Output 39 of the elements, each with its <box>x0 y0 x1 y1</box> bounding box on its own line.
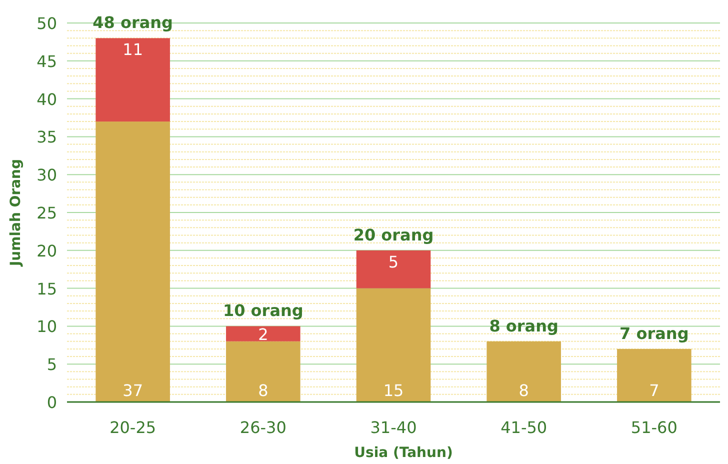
data-label: 7 <box>649 381 660 400</box>
x-tick-label: 31-40 <box>370 418 417 437</box>
bar <box>486 341 561 402</box>
y-tick-label: 10 <box>36 317 57 336</box>
data-label: 15 <box>383 381 404 400</box>
y-tick-label: 0 <box>46 393 57 412</box>
x-axis-title: Usia (Tahun) <box>354 445 453 461</box>
total-label: 8 orang <box>489 316 558 336</box>
y-tick-label: 40 <box>36 90 57 109</box>
bar <box>96 38 170 122</box>
y-tick-label: 45 <box>36 52 57 71</box>
data-label: 37 <box>122 381 143 400</box>
y-tick-label: 5 <box>46 355 57 374</box>
data-label: 11 <box>122 40 143 60</box>
bar <box>356 250 431 288</box>
y-tick-label: 35 <box>36 128 57 147</box>
bar <box>356 288 431 402</box>
total-label: 20 orang <box>353 225 434 244</box>
y-axis-title: Jumlah Orang <box>8 158 24 268</box>
total-label: 10 orang <box>222 301 304 320</box>
data-label: 8 <box>518 381 529 400</box>
data-label: 5 <box>388 252 399 272</box>
data-label: 8 <box>258 381 268 400</box>
x-tick-label: 51-60 <box>630 418 678 437</box>
data-label: 2 <box>258 324 268 344</box>
total-label: 48 orang <box>92 13 173 32</box>
y-tick-label: 15 <box>36 279 57 298</box>
bar <box>96 122 170 402</box>
y-tick-label: 20 <box>36 241 57 260</box>
x-tick-label: 20-25 <box>110 418 156 437</box>
x-tick-label: 41-50 <box>500 418 548 437</box>
bar <box>226 341 300 402</box>
y-tick-label: 30 <box>36 166 57 185</box>
y-tick-label: 25 <box>36 204 57 222</box>
x-tick-label: 26-30 <box>240 418 286 437</box>
total-label: 7 orang <box>620 324 689 343</box>
y-tick-label: 50 <box>36 14 57 33</box>
bar <box>226 326 300 342</box>
bar <box>617 348 692 402</box>
